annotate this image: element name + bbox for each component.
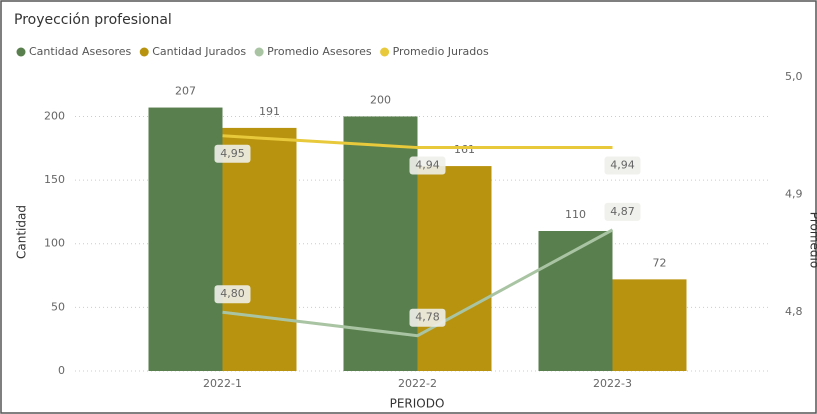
legend-label: Cantidad Asesores	[29, 45, 131, 58]
data-label: 161	[454, 143, 475, 156]
y-tick-label: 0	[58, 364, 65, 377]
chart-title: Proyección profesional	[14, 12, 172, 28]
y-tick-label: 100	[44, 237, 65, 250]
bar	[222, 127, 297, 371]
data-label-box	[214, 285, 251, 304]
data-label: 4,95	[220, 147, 245, 160]
y-tick-label: 50	[51, 300, 65, 313]
y2-axis-label: Promedio	[808, 212, 817, 268]
y2-tick-label: 5,0	[785, 70, 803, 83]
data-label: 4,78	[415, 311, 440, 324]
legend-marker	[139, 47, 149, 57]
bar	[343, 116, 418, 371]
legend-label: Cantidad Jurados	[152, 45, 246, 58]
legend-marker	[254, 47, 264, 57]
data-label: 110	[565, 208, 586, 221]
data-label-box	[409, 308, 446, 327]
x-tick-label: 2022-3	[593, 377, 632, 390]
y-tick-label: 150	[44, 173, 65, 186]
bar	[148, 107, 223, 371]
legend-label: Promedio Asesores	[267, 45, 372, 58]
line	[222, 228, 614, 338]
bar	[612, 279, 687, 371]
y-axis-label: Cantidad	[15, 205, 29, 259]
data-label-box	[604, 202, 641, 221]
y-tick-label: 200	[44, 109, 65, 122]
x-tick-label: 2022-2	[398, 377, 437, 390]
data-label: 191	[259, 105, 280, 118]
data-label-box	[604, 156, 641, 175]
data-label: 4,94	[610, 159, 635, 172]
y2-tick-label: 4,8	[785, 305, 803, 318]
y2-tick-label: 4,9	[785, 188, 803, 201]
line	[222, 134, 613, 150]
data-label: 207	[175, 85, 196, 98]
x-axis-label: PERIODO	[390, 397, 445, 411]
bar	[538, 231, 613, 371]
legend-label: Promedio Jurados	[393, 45, 489, 58]
bar	[417, 166, 492, 371]
legend-marker	[380, 47, 390, 57]
x-tick-label: 2022-1	[203, 377, 242, 390]
data-label: 4,87	[610, 205, 635, 218]
data-label: 4,94	[415, 159, 440, 172]
data-label-box	[409, 156, 446, 175]
data-label-box	[214, 144, 251, 163]
data-label: 72	[653, 256, 667, 269]
data-label: 4,80	[220, 287, 245, 300]
data-label: 200	[370, 93, 391, 106]
legend-marker	[16, 47, 26, 57]
